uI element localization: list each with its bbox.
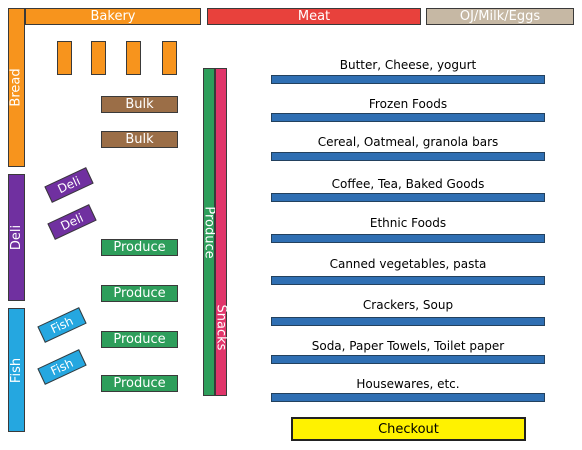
aisle-bar	[271, 234, 545, 243]
produce-table: Produce	[101, 285, 178, 302]
fish-table: Fish	[37, 307, 87, 343]
bulk-label: Bulk	[125, 97, 154, 112]
aisle-label: Soda, Paper Towels, Toilet paper	[311, 339, 505, 353]
bakery-bin	[126, 41, 141, 75]
produce-table: Produce	[101, 331, 178, 348]
dairy-section: OJ/Milk/Eggs	[426, 8, 574, 25]
fish-table-label: Fish	[48, 355, 76, 379]
meat-section: Meat	[207, 8, 421, 25]
aisle-bar	[271, 393, 545, 402]
aisle-bar	[271, 355, 545, 364]
aisle-label: Crackers, Soup	[362, 298, 454, 312]
snacks-aisle: Snacks	[213, 68, 229, 396]
aisle-label: Housewares, etc.	[356, 377, 460, 391]
bakery-bin	[57, 41, 72, 75]
aisle-bar	[271, 152, 545, 161]
snacks-aisle-label: Snacks	[213, 304, 229, 351]
produce-aisle: Produce	[202, 68, 217, 396]
produce-table-label: Produce	[113, 240, 166, 255]
bakery-bin	[162, 41, 177, 75]
deli-table: Deli	[44, 167, 94, 203]
bakery-bin	[91, 41, 106, 75]
dairy-label: OJ/Milk/Eggs	[459, 9, 541, 24]
aisle-bar	[271, 276, 545, 285]
bakery-label: Bakery	[90, 9, 136, 24]
aisle-label: Butter, Cheese, yogurt	[339, 58, 477, 72]
fish-section: Fish	[8, 308, 25, 432]
fish-table: Fish	[37, 349, 87, 385]
aisle-bar	[271, 193, 545, 202]
checkout-counter: Checkout	[291, 417, 526, 441]
aisle-label: Ethnic Foods	[369, 216, 447, 230]
bread-label: Bread	[9, 68, 25, 107]
bulk-label: Bulk	[125, 132, 154, 147]
bulk-table: Bulk	[101, 96, 178, 113]
bakery-section: Bakery	[25, 8, 201, 25]
deli-section: Deli	[8, 174, 25, 301]
deli-label: Deli	[9, 224, 25, 251]
bread-section: Bread	[8, 8, 25, 167]
produce-table: Produce	[101, 239, 178, 256]
checkout-label: Checkout	[378, 421, 439, 437]
aisle-label: Frozen Foods	[368, 97, 448, 111]
aisle-bar	[271, 317, 545, 326]
produce-table-label: Produce	[113, 376, 166, 391]
deli-table-label: Deli	[55, 173, 83, 197]
bulk-table: Bulk	[101, 131, 178, 148]
deli-table-label: Deli	[58, 210, 86, 234]
produce-table-label: Produce	[113, 286, 166, 301]
fish-table-label: Fish	[48, 313, 76, 337]
aisle-label: Coffee, Tea, Baked Goods	[331, 177, 485, 191]
fish-label: Fish	[9, 357, 24, 383]
meat-label: Meat	[297, 9, 331, 24]
produce-table: Produce	[101, 375, 178, 392]
aisle-label: Canned vegetables, pasta	[329, 257, 487, 271]
deli-table: Deli	[47, 204, 97, 240]
produce-table-label: Produce	[113, 332, 166, 347]
aisle-bar	[271, 75, 545, 84]
aisle-label: Cereal, Oatmeal, granola bars	[317, 135, 499, 149]
aisle-bar	[271, 113, 545, 122]
